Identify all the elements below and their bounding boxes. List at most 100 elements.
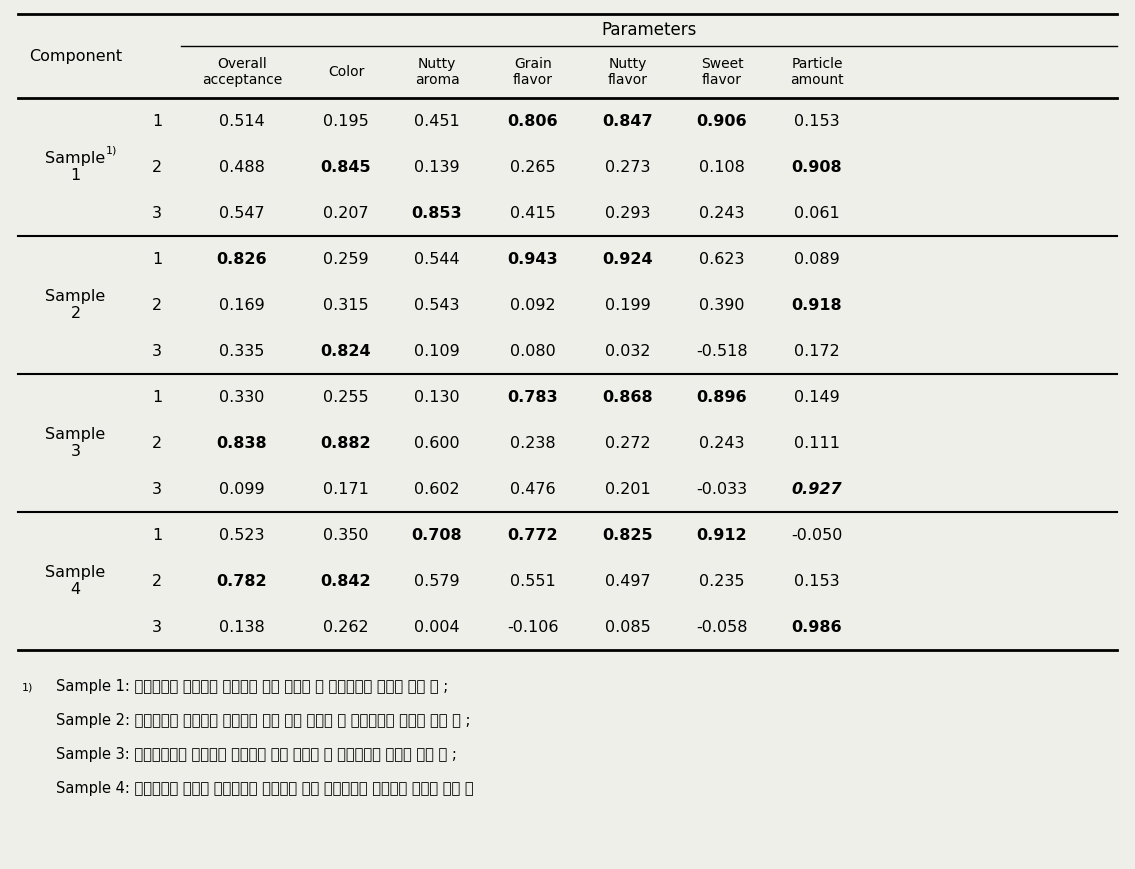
Text: -0.033: -0.033 [697, 481, 748, 496]
Text: Sample 3: 초미세분졼한 영여자에 효소처리 하여 건조한 후 곳물가루와 우유를 섭은 것 ;: Sample 3: 초미세분졼한 영여자에 효소처리 하여 건조한 후 곳물가루… [56, 747, 457, 762]
Text: 0.171: 0.171 [323, 481, 369, 496]
Text: 3: 3 [152, 620, 162, 634]
Text: 0.488: 0.488 [219, 160, 264, 175]
Text: 3: 3 [152, 343, 162, 359]
Text: 0.080: 0.080 [510, 343, 556, 359]
Text: 0.109: 0.109 [414, 343, 460, 359]
Text: 0.824: 0.824 [321, 343, 371, 359]
Text: 0.153: 0.153 [794, 114, 840, 129]
Text: -0.518: -0.518 [696, 343, 748, 359]
Text: 0.265: 0.265 [511, 160, 556, 175]
Text: Sample
2: Sample 2 [45, 289, 106, 322]
Text: -0.058: -0.058 [696, 620, 748, 634]
Text: Overall
acceptance: Overall acceptance [202, 56, 283, 87]
Text: 0.085: 0.085 [605, 620, 650, 634]
Text: 0.293: 0.293 [605, 205, 650, 221]
Text: 0.826: 0.826 [217, 251, 268, 267]
Text: 0.111: 0.111 [794, 435, 840, 450]
Text: 0.600: 0.600 [414, 435, 460, 450]
Text: 0.853: 0.853 [412, 205, 462, 221]
Text: 2: 2 [152, 297, 162, 313]
Text: 0.330: 0.330 [219, 389, 264, 404]
Text: 0.497: 0.497 [605, 574, 650, 588]
Text: 0.908: 0.908 [792, 160, 842, 175]
Text: 0.235: 0.235 [699, 574, 745, 588]
Text: 0.579: 0.579 [414, 574, 460, 588]
Text: Sample
3: Sample 3 [45, 427, 106, 459]
Text: 0.547: 0.547 [219, 205, 264, 221]
Text: 0.602: 0.602 [414, 481, 460, 496]
Text: -0.106: -0.106 [507, 620, 558, 634]
Text: Parameters: Parameters [602, 21, 697, 39]
Text: 0.108: 0.108 [699, 160, 745, 175]
Text: 2: 2 [152, 160, 162, 175]
Text: 0.273: 0.273 [605, 160, 650, 175]
Text: 1: 1 [152, 389, 162, 404]
Text: 0.825: 0.825 [603, 527, 654, 542]
Text: Component: Component [28, 49, 123, 63]
Text: 0.350: 0.350 [323, 527, 369, 542]
Text: Sample
4: Sample 4 [45, 565, 106, 597]
Text: 0.390: 0.390 [699, 297, 745, 313]
Text: 0.927: 0.927 [792, 481, 842, 496]
Text: 1: 1 [152, 251, 162, 267]
Text: 0.099: 0.099 [219, 481, 264, 496]
Text: 0.896: 0.896 [697, 389, 747, 404]
Text: -0.050: -0.050 [791, 527, 842, 542]
Text: 0.315: 0.315 [323, 297, 369, 313]
Text: 0.476: 0.476 [511, 481, 556, 496]
Text: 0.623: 0.623 [699, 251, 745, 267]
Text: 0.845: 0.845 [321, 160, 371, 175]
Text: 0.243: 0.243 [699, 435, 745, 450]
Text: 0.335: 0.335 [219, 343, 264, 359]
Text: 0.451: 0.451 [414, 114, 460, 129]
Text: 0.551: 0.551 [510, 574, 556, 588]
Text: 0.806: 0.806 [507, 114, 558, 129]
Text: Sample 2: 일반분졼한 영여자에 효소처리 하지 않고 건조한 후 곳물가루와 우유를 섭은 것 ;: Sample 2: 일반분졼한 영여자에 효소처리 하지 않고 건조한 후 곳물… [56, 713, 471, 728]
Text: 0.924: 0.924 [603, 251, 654, 267]
Text: 0.201: 0.201 [605, 481, 650, 496]
Text: 2: 2 [152, 574, 162, 588]
Text: 0.272: 0.272 [605, 435, 650, 450]
Text: 1: 1 [70, 168, 81, 182]
Text: 0.092: 0.092 [511, 297, 556, 313]
Text: 0.514: 0.514 [219, 114, 264, 129]
Text: 0.259: 0.259 [323, 251, 369, 267]
Text: 0.906: 0.906 [697, 114, 747, 129]
Text: 1): 1) [106, 146, 117, 156]
Text: 1): 1) [22, 682, 33, 692]
Text: 0.868: 0.868 [603, 389, 654, 404]
Text: 0.772: 0.772 [507, 527, 558, 542]
Text: 1: 1 [152, 527, 162, 542]
Text: 0.032: 0.032 [605, 343, 650, 359]
Text: 0.004: 0.004 [414, 620, 460, 634]
Text: 0.243: 0.243 [699, 205, 745, 221]
Text: 0.708: 0.708 [412, 527, 462, 542]
Text: 0.523: 0.523 [219, 527, 264, 542]
Text: Nutty
aroma: Nutty aroma [414, 56, 460, 87]
Text: 0.089: 0.089 [794, 251, 840, 267]
Text: Sample: Sample [45, 151, 106, 166]
Text: Nutty
flavor: Nutty flavor [608, 56, 648, 87]
Text: 0.130: 0.130 [414, 389, 460, 404]
Text: 0.199: 0.199 [605, 297, 650, 313]
Text: 0.838: 0.838 [217, 435, 268, 450]
Text: 0.842: 0.842 [321, 574, 371, 588]
Text: Sample 4: 대조군으로 영여자 건조가루를 사용하지 않고 곳물가루만 사용하여 우유를 섭은 것: Sample 4: 대조군으로 영여자 건조가루를 사용하지 않고 곳물가루만 … [56, 781, 473, 797]
Text: Color: Color [328, 65, 364, 79]
Text: 0.912: 0.912 [697, 527, 747, 542]
Text: 0.169: 0.169 [219, 297, 264, 313]
Text: 0.544: 0.544 [414, 251, 460, 267]
Text: 0.943: 0.943 [507, 251, 558, 267]
Text: 0.238: 0.238 [511, 435, 556, 450]
Text: Sweet
flavor: Sweet flavor [700, 56, 743, 87]
Text: 0.415: 0.415 [510, 205, 556, 221]
Text: 0.847: 0.847 [603, 114, 654, 129]
Text: 0.986: 0.986 [792, 620, 842, 634]
Text: 1: 1 [152, 114, 162, 129]
Text: Particle
amount: Particle amount [790, 56, 843, 87]
Text: 0.918: 0.918 [792, 297, 842, 313]
Text: 0.195: 0.195 [323, 114, 369, 129]
Text: 0.153: 0.153 [794, 574, 840, 588]
Text: 0.255: 0.255 [323, 389, 369, 404]
